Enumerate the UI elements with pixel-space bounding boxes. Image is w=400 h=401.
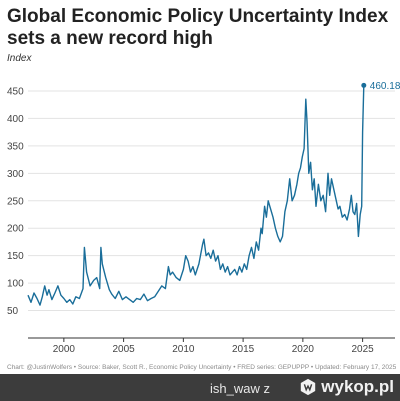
x-tick-label: 2015 [232,344,255,355]
watermark-bar: ish_waw z wykop.pl [0,374,400,401]
chart-source-footer: Chart: @JustinWolfers • Source: Baker, S… [7,364,397,371]
watermark-site-text: wykop.pl [321,377,394,396]
line-chart: 50 100 150 200 250 300 350 400 450 2000 2005 2010 20… [7,81,400,355]
watermark-user: ish_waw z [210,381,270,396]
y-tick-label: 150 [7,251,24,262]
series-line [27,85,365,306]
y-tick-label: 100 [7,279,24,290]
end-value-label: 460.18 [370,81,400,92]
y-axis-unit-label: Index [7,53,32,64]
watermark-username: ish_waw [210,381,260,396]
y-tick-label: 350 [7,141,24,152]
x-tick-label: 2005 [112,344,135,355]
x-tick-label: 2000 [53,344,76,355]
y-tick-label: 250 [7,196,24,207]
y-tick-label: 300 [7,169,24,180]
y-tick-label: 400 [7,114,24,125]
watermark-user-suffix: z [263,381,271,396]
chart-title: Global Economic Policy Uncertainty Index… [7,6,389,49]
wykop-logo-icon [301,378,316,396]
x-tick-label: 2010 [172,344,195,355]
watermark-site: wykop.pl [299,377,394,397]
x-tick-label: 2025 [351,344,374,355]
y-tick-label: 200 [7,224,24,235]
y-tick-label: 450 [7,86,24,97]
y-tick-label: 50 [7,306,19,317]
x-tick-label: 2020 [292,344,315,355]
end-point-marker [361,82,367,88]
